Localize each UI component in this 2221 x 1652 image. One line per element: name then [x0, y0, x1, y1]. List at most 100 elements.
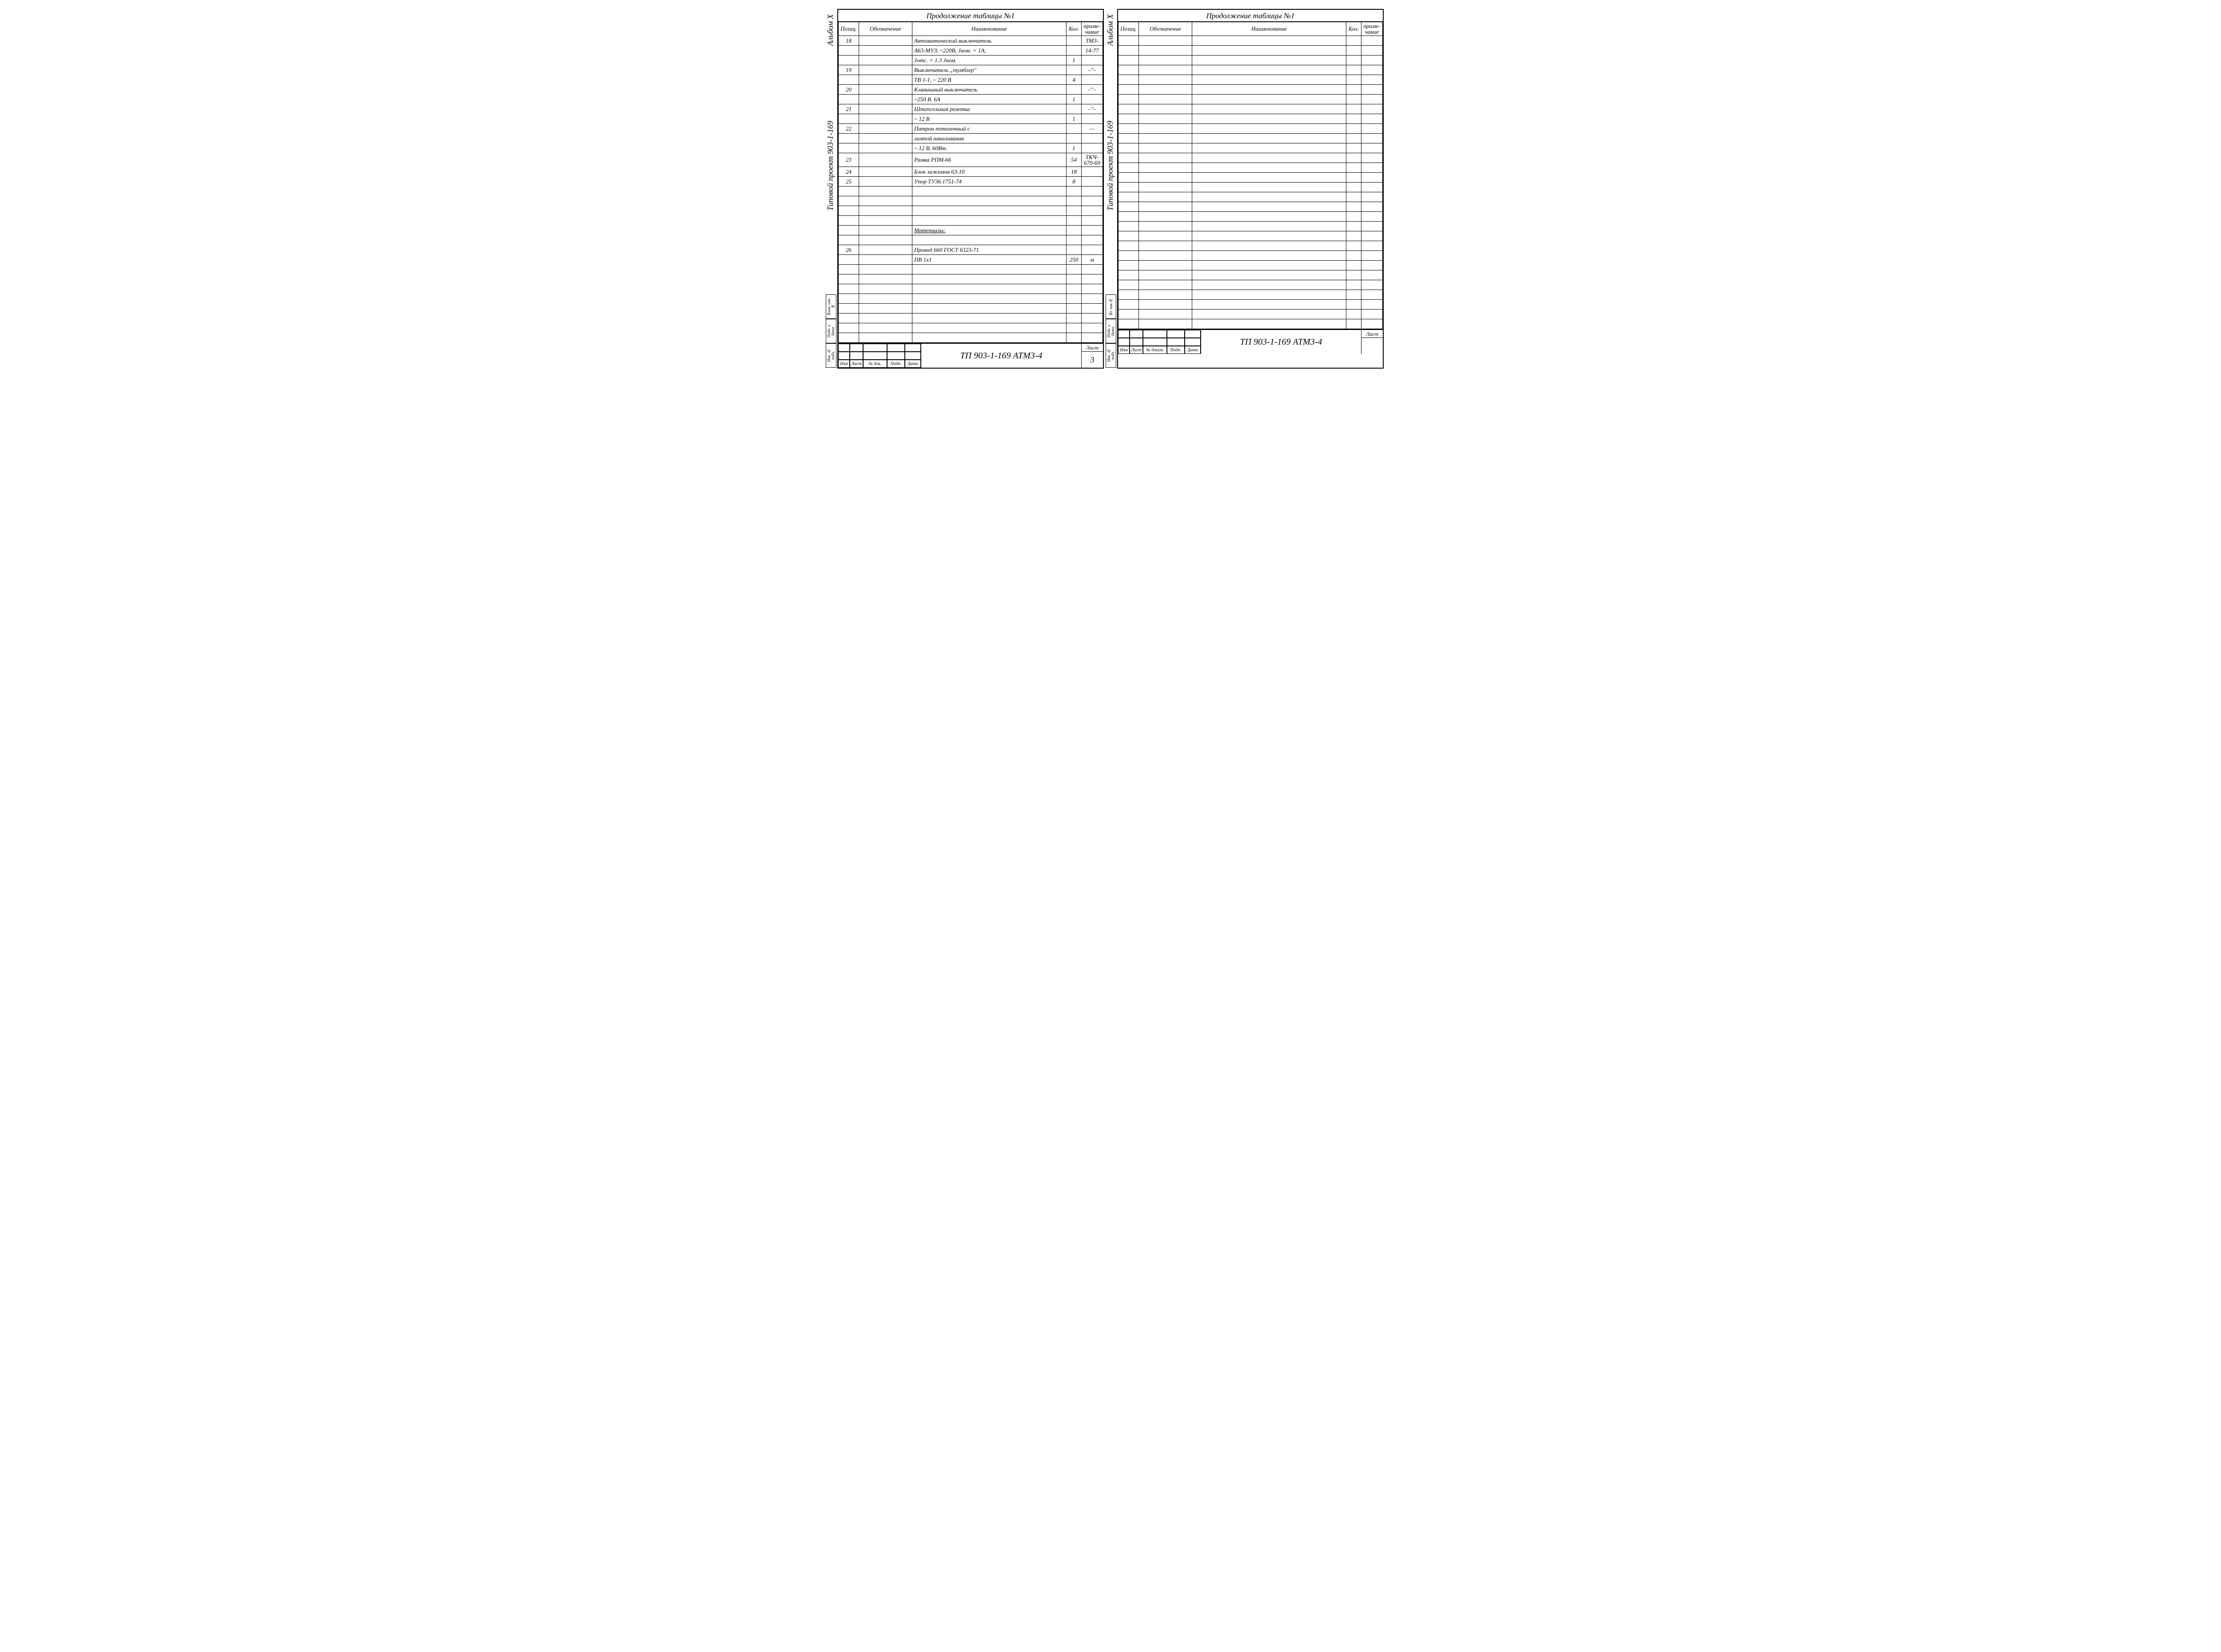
- cell-prim: ТМ3-: [1082, 36, 1103, 46]
- cell-prim: [1361, 212, 1383, 222]
- cell-naim: [1192, 85, 1346, 95]
- cell-oboz: [1139, 114, 1192, 124]
- cell-prim: 14-77: [1082, 46, 1103, 56]
- cell-pos: [839, 216, 859, 226]
- hdr-oboz-r: Обозначение: [1139, 22, 1192, 36]
- cell-pos: 26: [839, 245, 859, 255]
- cell-naim: [1192, 241, 1346, 251]
- table-row: [839, 304, 1103, 314]
- cell-oboz: [1139, 75, 1192, 85]
- cell-pos: [1118, 310, 1139, 319]
- table-row: [1118, 173, 1383, 183]
- table-row: [839, 265, 1103, 274]
- cell-oboz: [1139, 202, 1192, 212]
- cell-naim: [1192, 280, 1346, 290]
- cell-oboz: [859, 75, 912, 85]
- cell-pos: [839, 143, 859, 153]
- hdr-prim-r: приме-чание: [1361, 22, 1383, 36]
- cell-naim: [912, 314, 1067, 323]
- cell-prim: [1361, 36, 1383, 46]
- cell-kol: 4: [1067, 75, 1082, 85]
- table-row: [1118, 46, 1383, 56]
- table-row: [1118, 95, 1383, 104]
- cell-naim: [1192, 65, 1346, 75]
- drawing-number-r: ТП 903-1-169 АТМ3-4: [1201, 330, 1361, 354]
- cell-kol: [1067, 284, 1082, 294]
- cell-oboz: [859, 274, 912, 284]
- cell-pos: [1118, 202, 1139, 212]
- table-row: 21Штепсельная розетка–"–: [839, 104, 1103, 114]
- cell-oboz: [1139, 56, 1192, 65]
- table-row: [1118, 65, 1383, 75]
- cell-oboz: [859, 235, 912, 245]
- cell-oboz: [1139, 153, 1192, 163]
- cell-kol: [1067, 235, 1082, 245]
- cell-kol: [1067, 36, 1082, 46]
- table-row: А63-МУЗ, ~220В, Jном. = 1А;14-77: [839, 46, 1103, 56]
- cell-pos: 20: [839, 85, 859, 95]
- cell-naim: [1192, 183, 1346, 192]
- cell-kol: 250: [1067, 255, 1082, 265]
- rev-header: Дата: [905, 360, 921, 368]
- side-stub: Подп. и дата: [1106, 319, 1116, 343]
- cell-naim: [1192, 270, 1346, 280]
- cell-oboz: [859, 255, 912, 265]
- cell-naim: [1192, 202, 1346, 212]
- cell-pos: 24: [839, 167, 859, 177]
- cell-kol: [1346, 163, 1361, 173]
- cell-oboz: [1139, 261, 1192, 270]
- cell-kol: [1346, 310, 1361, 319]
- cell-oboz: [1139, 173, 1192, 183]
- rev-header: Лист: [1130, 346, 1143, 354]
- cell-naim: [1192, 56, 1346, 65]
- cell-pos: [1118, 173, 1139, 183]
- cell-oboz: [859, 167, 912, 177]
- table-row: ~250 В. 6А1: [839, 95, 1103, 104]
- cell-oboz: [1139, 36, 1192, 46]
- vlabel-project-r: Типовой проект 903-1-169: [1106, 121, 1115, 210]
- cell-prim: [1082, 75, 1103, 85]
- cell-oboz: [1139, 319, 1192, 329]
- side-stub: Вз. инв.№: [1106, 294, 1116, 319]
- cell-prim: [1082, 245, 1103, 255]
- table-row: [1118, 280, 1383, 290]
- cell-prim: [1082, 323, 1103, 333]
- table-row: [1118, 241, 1383, 251]
- main-table-left: Позиц. Обозначение Наименование Кол. при…: [838, 22, 1103, 343]
- cell-oboz: [1139, 241, 1192, 251]
- cell-naim: [912, 235, 1067, 245]
- cell-pos: [1118, 270, 1139, 280]
- cell-prim: [1361, 163, 1383, 173]
- right-page: Альбом X Типовой проект 903-1-169 Инв. №…: [1117, 9, 1384, 369]
- cell-kol: [1346, 173, 1361, 183]
- cell-naim: [1192, 261, 1346, 270]
- cell-kol: [1346, 319, 1361, 329]
- cell-pos: [1118, 280, 1139, 290]
- cell-naim: [912, 265, 1067, 274]
- cell-oboz: [859, 134, 912, 143]
- cell-prim: [1082, 187, 1103, 196]
- table-row: ~ 12 В, 60Вт.1: [839, 143, 1103, 153]
- cell-naim: ~ 12 В: [912, 114, 1067, 124]
- cell-prim: [1082, 265, 1103, 274]
- cell-prim: [1082, 304, 1103, 314]
- cell-naim: [912, 323, 1067, 333]
- cell-pos: [839, 56, 859, 65]
- cell-kol: [1346, 251, 1361, 261]
- cell-naim: [912, 206, 1067, 216]
- table-row: [1118, 212, 1383, 222]
- cell-naim: ~250 В. 6А: [912, 95, 1067, 104]
- table-row: [1118, 143, 1383, 153]
- cell-kol: [1346, 65, 1361, 75]
- hdr-prim: приме-чание: [1082, 22, 1103, 36]
- table-row: [1118, 231, 1383, 241]
- cell-kol: [1346, 114, 1361, 124]
- table-row: Материалы:: [839, 226, 1103, 235]
- cell-oboz: [1139, 124, 1192, 134]
- cell-prim: [1361, 65, 1383, 75]
- cell-naim: Провод 660 ГОСТ 6323-71: [912, 245, 1067, 255]
- cell-kol: [1346, 261, 1361, 270]
- cell-kol: [1346, 124, 1361, 134]
- table-row: [1118, 134, 1383, 143]
- cell-naim: [912, 294, 1067, 304]
